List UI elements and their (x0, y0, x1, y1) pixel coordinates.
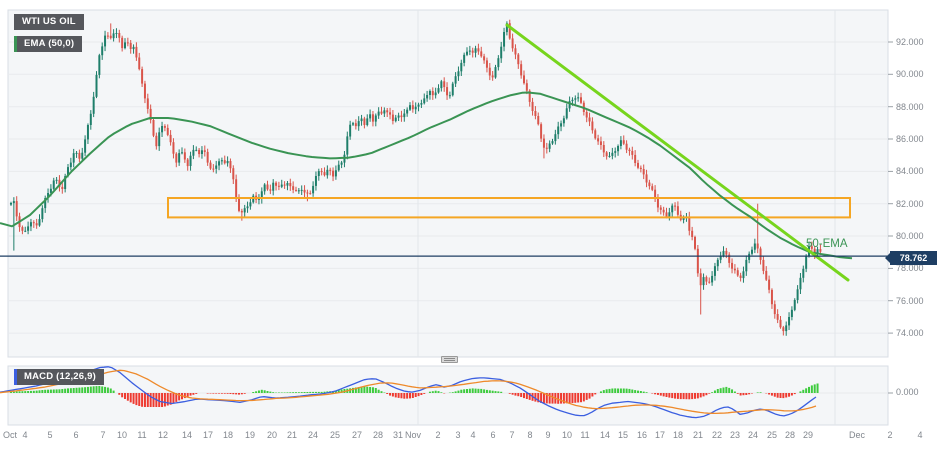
date-tick-label: 3 (455, 430, 461, 440)
date-tick-label: 9 (545, 430, 551, 440)
date-tick-label: 10 (561, 430, 573, 440)
price-tag-arrow (885, 253, 890, 263)
date-tick-label: 21 (692, 430, 704, 440)
price-tick-label: 82.000 (896, 198, 924, 209)
symbol-badge-label: WTI US OIL (22, 16, 76, 27)
date-tick-label: 2 (435, 430, 441, 440)
macd-zero-label: 0.000 (896, 387, 919, 397)
price-tick-label: 80.000 (896, 231, 924, 242)
date-tick-label: 20 (266, 430, 278, 440)
ema-indicator-badge[interactable]: EMA (50,0) (14, 36, 83, 52)
date-tick-label: 24 (747, 430, 759, 440)
date-tick-label: 29 (802, 430, 814, 440)
price-tick-label: 78.000 (896, 263, 924, 274)
date-tick-label: 27 (351, 430, 363, 440)
date-tick-label: 31 (392, 430, 404, 440)
date-tick-label: 7 (100, 430, 106, 440)
price-tick-label: 90.000 (896, 69, 924, 80)
date-tick-label: 21 (286, 430, 298, 440)
date-tick-label: Nov (404, 430, 422, 440)
last-price-tag: 78.762 (885, 251, 937, 265)
date-tick-label: 22 (711, 430, 723, 440)
supply-zone-rectangle (167, 197, 851, 219)
candles-layer (10, 19, 822, 336)
date-tick-label: 10 (116, 430, 128, 440)
date-tick-label: 17 (654, 430, 666, 440)
price-tick-label: 76.000 (896, 295, 924, 306)
date-tick-label: Dec (848, 430, 866, 440)
macd-indicator-badge[interactable]: MACD (12,26,9) (14, 369, 104, 385)
last-price-value: 78.762 (899, 253, 928, 263)
date-tick-label: 12 (157, 430, 169, 440)
price-tick-label: 86.000 (896, 134, 924, 145)
symbol-badge[interactable]: WTI US OIL (14, 14, 84, 30)
date-tick-label: 18 (672, 430, 684, 440)
date-tick-label: 28 (372, 430, 384, 440)
date-tick-label: 28 (784, 430, 796, 440)
date-tick-label: 16 (636, 430, 648, 440)
ema-badge-color-bar (14, 36, 17, 52)
price-tick-label: 74.000 (896, 328, 924, 339)
ema50-line (0, 91, 853, 260)
date-tick-label: 5 (47, 430, 53, 440)
macd-histogram (10, 383, 819, 407)
date-tick-label: 6 (73, 430, 79, 440)
date-tick-label: 4 (22, 430, 28, 440)
date-tick-label: 14 (181, 430, 193, 440)
date-tick-label: 19 (244, 430, 256, 440)
trendline (505, 23, 850, 282)
date-tick-label: 15 (617, 430, 629, 440)
date-tick-label: 11 (580, 430, 590, 440)
pane-backgrounds (7, 9, 889, 426)
date-tick-label: 14 (599, 430, 611, 440)
date-tick-label: 4 (917, 430, 923, 440)
price-tick-label: 84.000 (896, 166, 924, 177)
date-tick-label: Oct (2, 430, 18, 440)
date-tick-label: 25 (329, 430, 341, 440)
ema-badge-label: EMA (50,0) (24, 38, 75, 49)
date-tick-label: 24 (307, 430, 319, 440)
date-tick-label: 7 (509, 430, 515, 440)
pane-drag-handle[interactable] (441, 356, 458, 363)
date-tick-label: 23 (729, 430, 741, 440)
macd-badge-color-bar (14, 369, 17, 385)
date-tick-label: 17 (202, 430, 214, 440)
macd-badge-label: MACD (12,26,9) (24, 371, 96, 382)
ema-annotation-label: 50-EMA (806, 238, 848, 250)
price-tick-label: 88.000 (896, 101, 924, 112)
date-tick-label: 6 (490, 430, 496, 440)
macd-lines (0, 366, 817, 419)
date-tick-label: 11 (137, 430, 147, 440)
date-tick-label: 8 (527, 430, 533, 440)
date-tick-label: 4 (470, 430, 476, 440)
date-tick-label: 18 (222, 430, 234, 440)
date-tick-label: 25 (766, 430, 778, 440)
date-tick-label: 2 (887, 430, 893, 440)
price-tick-label: 92.000 (896, 37, 924, 47)
